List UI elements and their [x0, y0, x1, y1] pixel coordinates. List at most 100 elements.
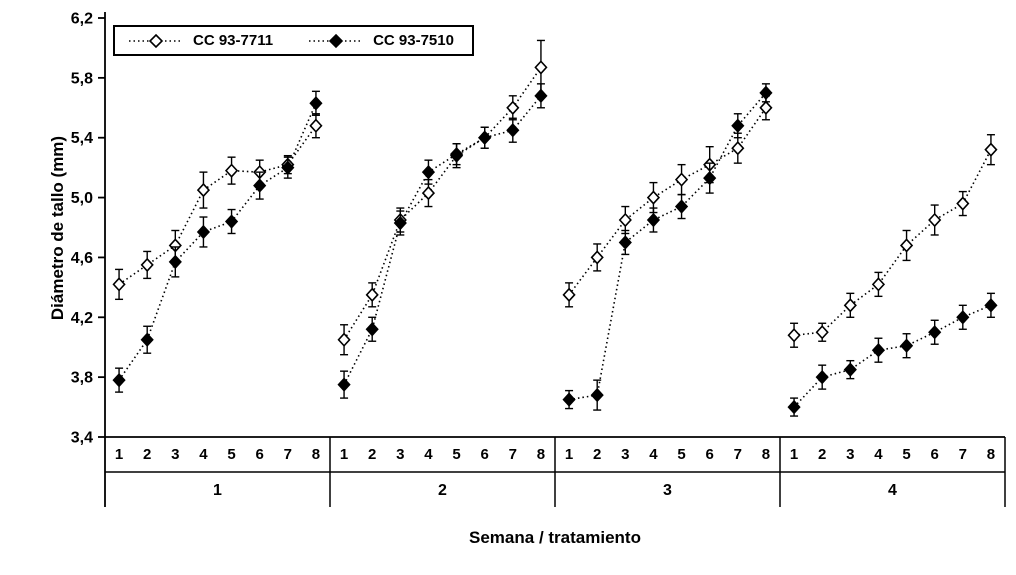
series-cc-93-7510 — [112, 83, 998, 417]
week-label: 8 — [537, 446, 545, 463]
filled-diamond-marker — [168, 254, 182, 270]
y-tick-label: 5,4 — [71, 130, 93, 147]
series-line — [568, 92, 767, 401]
filled-diamond-marker — [815, 369, 829, 385]
week-label: 6 — [481, 446, 489, 463]
week-label: 6 — [256, 446, 264, 463]
filled-diamond-marker — [759, 85, 773, 101]
week-label: 4 — [874, 446, 883, 463]
y-tick-label: 3,8 — [71, 370, 93, 387]
week-label: 2 — [368, 446, 376, 463]
x-axis-title: Semana / tratamiento — [469, 528, 641, 547]
y-tick-label: 4,2 — [71, 310, 93, 327]
treatment-label: 3 — [663, 482, 672, 499]
open-diamond-marker — [506, 100, 520, 115]
filled-diamond-marker — [281, 160, 295, 175]
week-label: 1 — [115, 446, 123, 463]
y-tick-label: 5,0 — [71, 190, 93, 207]
open-diamond-marker — [899, 238, 914, 253]
filled-diamond-marker-icon — [309, 33, 364, 48]
filled-diamond-marker — [731, 118, 745, 133]
week-label: 5 — [452, 446, 460, 463]
series-line — [793, 149, 992, 337]
open-diamond-marker — [956, 196, 970, 211]
open-diamond-marker — [224, 163, 239, 178]
series-line — [568, 107, 767, 296]
open-diamond-marker — [562, 287, 576, 303]
week-label: 5 — [677, 446, 685, 463]
week-label: 8 — [312, 446, 320, 463]
open-diamond-marker — [337, 332, 351, 347]
filled-diamond-marker — [253, 178, 267, 193]
filled-diamond-marker — [674, 199, 689, 214]
week-label: 7 — [959, 446, 967, 463]
filled-diamond-marker — [787, 399, 801, 415]
week-label: 4 — [649, 446, 658, 463]
week-label: 7 — [509, 446, 517, 463]
week-label: 3 — [396, 446, 404, 463]
legend-entry-cc-93-7510: CC 93-7510 — [307, 32, 454, 49]
filled-diamond-marker — [590, 387, 604, 403]
open-diamond-marker-icon — [129, 33, 183, 48]
week-label: 1 — [565, 446, 573, 463]
open-diamond-marker — [928, 212, 942, 228]
open-diamond-marker — [590, 250, 604, 265]
week-label: 3 — [846, 446, 854, 463]
y-axis-title: Diámetro de tallo (mm) — [48, 135, 67, 321]
filled-diamond-marker — [449, 146, 464, 162]
week-label: 1 — [340, 446, 348, 463]
week-label: 2 — [818, 446, 826, 463]
week-label: 7 — [734, 446, 742, 463]
week-label: 5 — [902, 446, 910, 463]
open-diamond-marker — [984, 142, 998, 157]
week-label: 4 — [199, 446, 208, 463]
filled-diamond-marker — [562, 392, 576, 407]
y-tick-label: 3,4 — [71, 430, 93, 447]
open-diamond-marker — [843, 298, 857, 313]
open-diamond-marker — [140, 257, 154, 273]
filled-diamond-marker — [224, 214, 239, 229]
filled-diamond-marker — [956, 310, 970, 325]
filled-diamond-marker — [703, 170, 717, 186]
treatment-label: 2 — [438, 482, 447, 499]
week-label: 6 — [706, 446, 714, 463]
week-label: 6 — [931, 446, 939, 463]
filled-diamond-marker — [843, 362, 857, 377]
y-tick-label: 6,2 — [71, 11, 93, 28]
open-diamond-marker — [646, 190, 661, 205]
open-diamond-marker — [871, 277, 886, 292]
treatment-label: 1 — [213, 482, 222, 499]
week-label: 2 — [143, 446, 151, 463]
filled-diamond-marker — [506, 123, 520, 138]
treatment-label: 4 — [888, 482, 897, 499]
open-diamond-marker — [534, 60, 548, 75]
week-label: 4 — [424, 446, 433, 463]
legend-label-cc-93-7510: CC 93-7510 — [373, 32, 454, 49]
filled-diamond-marker — [365, 322, 379, 337]
legend-label-cc-93-7711: CC 93-7711 — [193, 32, 274, 49]
legend: CC 93-7711 CC 93-7510 — [113, 25, 474, 56]
open-diamond-marker — [618, 212, 632, 228]
filled-diamond-marker — [393, 215, 407, 231]
axes: 3,4 3,8 4,2 4,6 5,0 5,4 5,8 6,2 1 2 3 4 5 6 7 8 1 1 2 3 4 5 6 7… — [71, 11, 1006, 507]
week-label: 8 — [762, 446, 770, 463]
filled-diamond-marker — [899, 338, 914, 353]
open-diamond-marker — [112, 277, 126, 292]
open-diamond-marker — [365, 287, 379, 303]
legend-entry-cc-93-7711: CC 93-7711 — [127, 32, 273, 49]
week-label: 7 — [284, 446, 292, 463]
filled-diamond-marker — [534, 88, 548, 103]
y-tick-label: 5,8 — [71, 70, 93, 87]
filled-diamond-marker — [984, 298, 998, 313]
week-label: 1 — [790, 446, 798, 463]
open-diamond-marker — [309, 118, 323, 133]
open-diamond-marker — [674, 172, 689, 187]
open-diamond-marker — [759, 100, 773, 115]
week-label: 3 — [621, 446, 629, 463]
week-label: 3 — [171, 446, 179, 463]
open-diamond-marker — [815, 325, 829, 340]
filled-diamond-marker — [478, 130, 492, 145]
week-label: 5 — [227, 446, 235, 463]
